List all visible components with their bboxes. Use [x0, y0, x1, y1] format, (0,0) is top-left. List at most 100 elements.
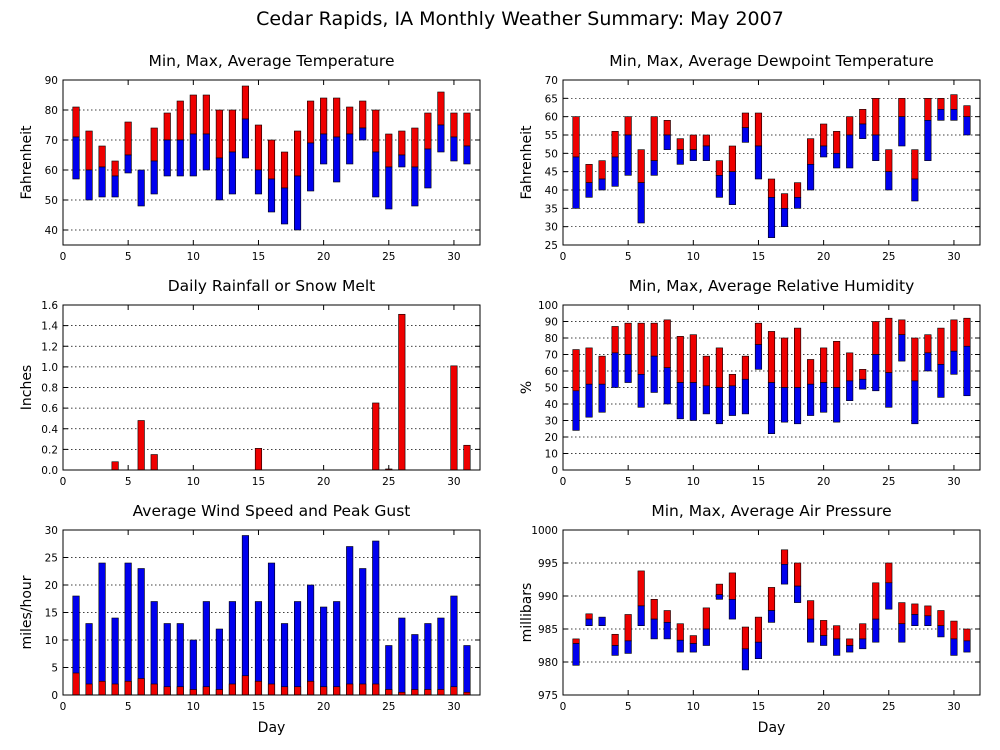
- dewpoint-bar-upper: [650, 116, 658, 161]
- pressure-bar-upper: [937, 610, 945, 627]
- rainfall-ytick-label: 0.2: [41, 444, 58, 456]
- temperature-bar-lower: [320, 133, 328, 165]
- dewpoint-bar-upper: [911, 149, 919, 180]
- temperature-xtick-label: 15: [252, 251, 265, 263]
- pressure-bar-upper: [833, 625, 841, 640]
- pressure-bar-lower: [715, 594, 723, 600]
- pressure-bar-lower: [937, 625, 945, 638]
- dewpoint-ytick-label: 55: [545, 130, 558, 142]
- temperature-bar-upper: [85, 130, 93, 171]
- dewpoint-bar-lower: [807, 164, 815, 191]
- temperature-bar-upper: [411, 127, 419, 168]
- temperature-bar-upper: [150, 127, 158, 162]
- wind-xtick-label: 10: [187, 701, 200, 713]
- wind-xtick-label: 25: [382, 701, 395, 713]
- humidity-xtick-label: 0: [560, 476, 567, 488]
- humidity-bar-lower: [911, 380, 919, 425]
- humidity-ytick-label: 90: [545, 317, 558, 329]
- humidity-bar-upper: [624, 322, 632, 355]
- temperature-bar-upper: [124, 121, 132, 156]
- pressure-xtick-label: 15: [752, 701, 765, 713]
- dewpoint-bar-upper: [924, 98, 932, 121]
- dewpoint-bar-lower: [702, 145, 710, 161]
- wind-bar-average: [202, 686, 210, 696]
- pressure-ytick-label: 975: [538, 690, 558, 702]
- humidity-bar-upper: [885, 317, 893, 373]
- dewpoint-bar-upper: [611, 131, 619, 158]
- humidity-bar-upper: [741, 355, 749, 380]
- wind-bar-peak-gust: [189, 639, 197, 696]
- humidity-ytick-label: 0: [551, 465, 558, 477]
- pressure-bar-lower: [637, 605, 645, 627]
- wind-bar-peak-gust: [163, 623, 171, 696]
- temperature-bar-upper: [450, 112, 458, 138]
- pressure-bar-upper: [689, 635, 697, 644]
- humidity-ytick-label: 40: [545, 399, 558, 411]
- dewpoint-bar-upper: [689, 134, 697, 150]
- temperature-bar-lower: [346, 133, 354, 165]
- humidity-bar-lower: [585, 383, 593, 418]
- humidity-bar-upper: [637, 322, 645, 375]
- temperature-bar-upper: [437, 91, 445, 126]
- rainfall-xtick-label: 0: [60, 476, 67, 488]
- humidity-bar-lower: [689, 382, 697, 421]
- pressure-bar-upper: [585, 613, 593, 620]
- humidity-bar-upper: [572, 349, 580, 392]
- dewpoint-chart: Min, Max, Average Dewpoint Temperature 25…: [519, 52, 981, 263]
- rainfall-ylabel: Inches: [19, 365, 35, 410]
- wind-bar-average: [385, 689, 393, 696]
- humidity-xtick-label: 20: [817, 476, 830, 488]
- humidity-bar-lower: [663, 367, 671, 405]
- rainfall-frame: [62, 304, 481, 471]
- humidity-bar-lower: [937, 364, 945, 398]
- humidity-bar-upper: [950, 319, 958, 352]
- dewpoint-bar-upper: [741, 112, 749, 128]
- pressure-bar-upper: [572, 638, 580, 644]
- humidity-bar-lower: [767, 382, 776, 434]
- wind-bar-average: [215, 689, 223, 696]
- humidity-frame: [562, 304, 981, 471]
- pressure-bar-upper: [950, 620, 958, 640]
- dewpoint-frame: [562, 79, 981, 246]
- temperature-ytick-label: 60: [45, 165, 58, 177]
- pressure-bar-lower: [820, 635, 828, 646]
- pressure-xtick-label: 0: [560, 701, 567, 713]
- wind-bar-peak-gust: [150, 601, 158, 696]
- humidity-ytick-label: 100: [538, 300, 558, 312]
- pressure-bar-upper: [728, 572, 736, 600]
- pressure-bar-upper: [676, 623, 684, 641]
- pressure-bar-upper: [767, 587, 776, 611]
- humidity-ytick-label: 20: [545, 432, 558, 444]
- wind-xtick-label: 30: [447, 701, 460, 713]
- pressure-bar-upper: [924, 605, 932, 617]
- temperature-ytick-label: 40: [45, 225, 58, 237]
- temperature-bar-upper: [202, 94, 210, 135]
- temperature-bar-lower: [163, 139, 171, 177]
- dewpoint-bar-upper: [598, 160, 606, 180]
- wind-bar-peak-gust: [463, 645, 471, 696]
- dewpoint-bar-upper: [937, 98, 945, 110]
- wind-bar-peak-gust: [215, 628, 223, 696]
- wind-bar-peak-gust: [241, 535, 249, 696]
- temperature-bar-lower: [72, 136, 80, 180]
- dewpoint-bar-upper: [833, 131, 841, 154]
- wind-xtick-label: 20: [317, 701, 330, 713]
- humidity-bar-upper: [963, 317, 971, 347]
- pressure-bar-lower: [780, 564, 789, 585]
- pressure-bar-lower: [598, 616, 606, 626]
- wind-bar-peak-gust: [280, 623, 289, 696]
- wind-xtick-label: 5: [125, 701, 132, 713]
- rainfall-bar: [398, 313, 406, 471]
- rainfall-ytick-label: 0.0: [41, 465, 58, 477]
- temperature-bar-upper: [424, 112, 432, 150]
- wind-bar-peak-gust: [98, 562, 106, 696]
- pressure-bar-upper: [637, 570, 645, 607]
- temperature-bar-lower: [463, 145, 471, 165]
- humidity-ytick-label: 30: [545, 416, 558, 428]
- rainfall-bar: [150, 454, 158, 471]
- wind-xlabel: Day: [258, 720, 286, 736]
- pressure-bar-lower: [572, 643, 580, 666]
- dewpoint-bar-upper: [767, 178, 776, 198]
- dewpoint-ytick-label: 45: [545, 167, 558, 179]
